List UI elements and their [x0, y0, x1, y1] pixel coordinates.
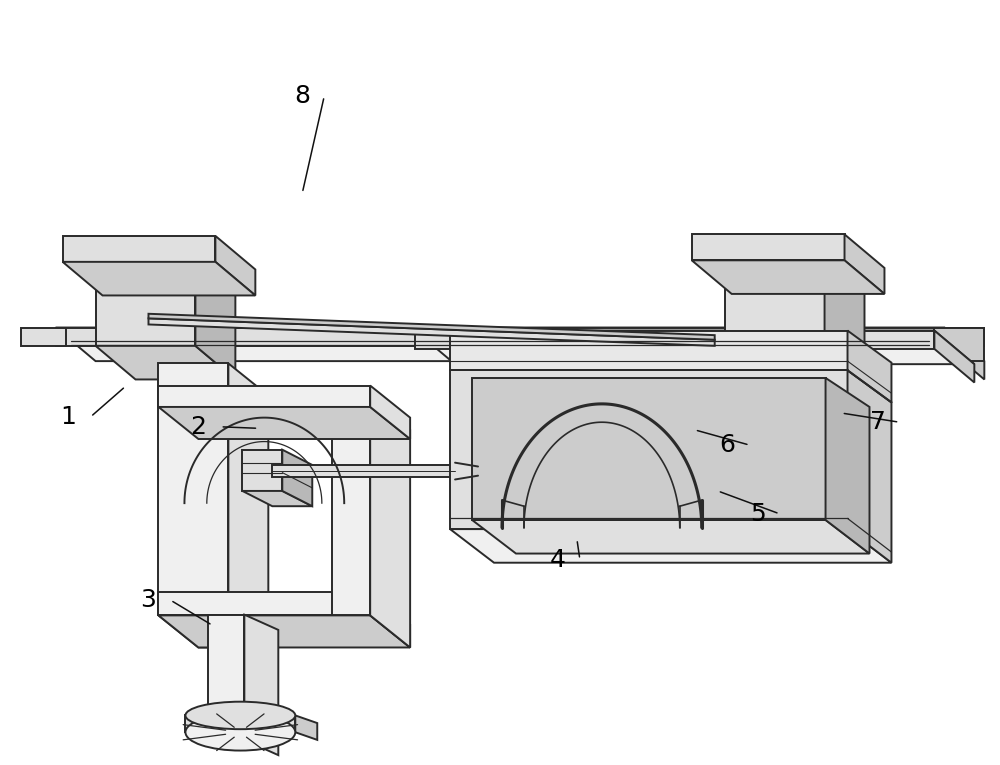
- Polygon shape: [295, 715, 317, 740]
- Polygon shape: [332, 398, 370, 615]
- Polygon shape: [825, 260, 864, 379]
- Polygon shape: [272, 465, 455, 477]
- Polygon shape: [845, 234, 884, 294]
- Polygon shape: [158, 615, 410, 647]
- Polygon shape: [450, 330, 848, 370]
- Polygon shape: [472, 520, 869, 554]
- Text: 6: 6: [720, 433, 736, 457]
- Polygon shape: [934, 327, 984, 346]
- Polygon shape: [848, 330, 891, 402]
- Polygon shape: [63, 262, 255, 295]
- Polygon shape: [242, 491, 312, 506]
- Polygon shape: [158, 363, 228, 615]
- Polygon shape: [692, 234, 845, 260]
- Polygon shape: [934, 327, 984, 361]
- Polygon shape: [63, 236, 215, 262]
- Polygon shape: [228, 363, 268, 647]
- Polygon shape: [56, 327, 944, 346]
- Polygon shape: [96, 346, 235, 379]
- Polygon shape: [208, 614, 244, 740]
- Polygon shape: [215, 236, 255, 295]
- Polygon shape: [370, 593, 410, 647]
- Polygon shape: [158, 615, 268, 647]
- Polygon shape: [450, 529, 891, 563]
- Polygon shape: [934, 330, 974, 382]
- Polygon shape: [472, 378, 826, 520]
- Polygon shape: [282, 450, 312, 506]
- Polygon shape: [195, 262, 235, 379]
- Polygon shape: [56, 327, 984, 361]
- Polygon shape: [96, 262, 195, 346]
- Polygon shape: [185, 715, 295, 732]
- Text: 1: 1: [61, 405, 77, 429]
- Polygon shape: [725, 346, 864, 379]
- Polygon shape: [944, 327, 984, 379]
- Polygon shape: [158, 386, 370, 407]
- Polygon shape: [21, 327, 66, 346]
- Text: 5: 5: [750, 502, 766, 526]
- Polygon shape: [415, 330, 934, 349]
- Polygon shape: [370, 386, 410, 439]
- Polygon shape: [148, 318, 715, 346]
- Polygon shape: [244, 614, 278, 755]
- Ellipse shape: [473, 464, 483, 477]
- Text: 2: 2: [190, 415, 206, 439]
- Polygon shape: [848, 370, 891, 563]
- Text: 4: 4: [550, 548, 566, 571]
- Polygon shape: [415, 330, 974, 364]
- Text: 7: 7: [870, 410, 885, 435]
- Polygon shape: [158, 407, 410, 439]
- Polygon shape: [158, 593, 370, 615]
- Polygon shape: [455, 463, 478, 480]
- Text: 3: 3: [141, 588, 156, 612]
- Polygon shape: [725, 260, 825, 346]
- Polygon shape: [826, 378, 869, 554]
- Ellipse shape: [185, 702, 295, 729]
- Polygon shape: [692, 260, 884, 294]
- Polygon shape: [370, 398, 410, 647]
- Ellipse shape: [185, 714, 295, 750]
- Text: 8: 8: [294, 84, 310, 108]
- Polygon shape: [148, 314, 715, 340]
- Polygon shape: [242, 450, 282, 491]
- Polygon shape: [450, 370, 848, 529]
